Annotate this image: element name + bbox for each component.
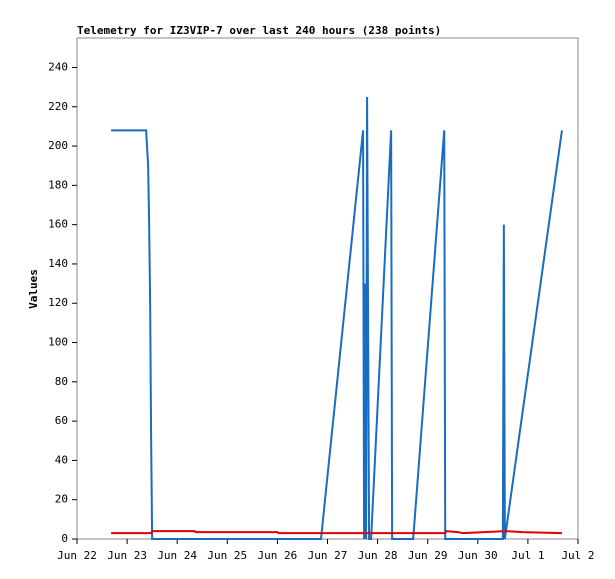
y-tick-label: 200 xyxy=(48,139,68,152)
x-tick-label: Jun 25 xyxy=(207,549,247,562)
y-tick-label: 80 xyxy=(55,375,68,388)
y-tick-label: 160 xyxy=(48,218,68,231)
x-tick-label: Jun 30 xyxy=(458,549,498,562)
series-line xyxy=(111,96,563,540)
y-axis-label: Values xyxy=(27,269,40,309)
y-tick-label: 40 xyxy=(55,453,68,466)
x-tick-label: Jun 29 xyxy=(408,549,448,562)
y-tick-label: 140 xyxy=(48,257,68,270)
chart-title: Telemetry for IZ3VIP-7 over last 240 hou… xyxy=(77,24,441,37)
y-tick-label: 180 xyxy=(48,178,68,191)
x-tick-label: Jun 27 xyxy=(308,549,348,562)
y-tick-label: 100 xyxy=(48,336,68,349)
x-tick-label: Jun 23 xyxy=(107,549,147,562)
y-tick-label: 120 xyxy=(48,296,68,309)
x-tick-label: Jun 26 xyxy=(258,549,298,562)
series-line xyxy=(111,530,562,535)
y-tick-label: 20 xyxy=(55,493,68,506)
x-tick-label: Jun 28 xyxy=(358,549,398,562)
y-tick-label: 0 xyxy=(61,532,68,545)
y-tick-label: 60 xyxy=(55,414,68,427)
x-tick-label: Jun 24 xyxy=(157,549,197,562)
y-tick-label: 220 xyxy=(48,100,68,113)
x-tick-label: Jun 22 xyxy=(57,549,97,562)
x-tick-label: Jul 1 xyxy=(511,549,544,562)
x-tick-label: Jul 2 xyxy=(561,549,594,562)
y-tick-label: 240 xyxy=(48,60,68,73)
